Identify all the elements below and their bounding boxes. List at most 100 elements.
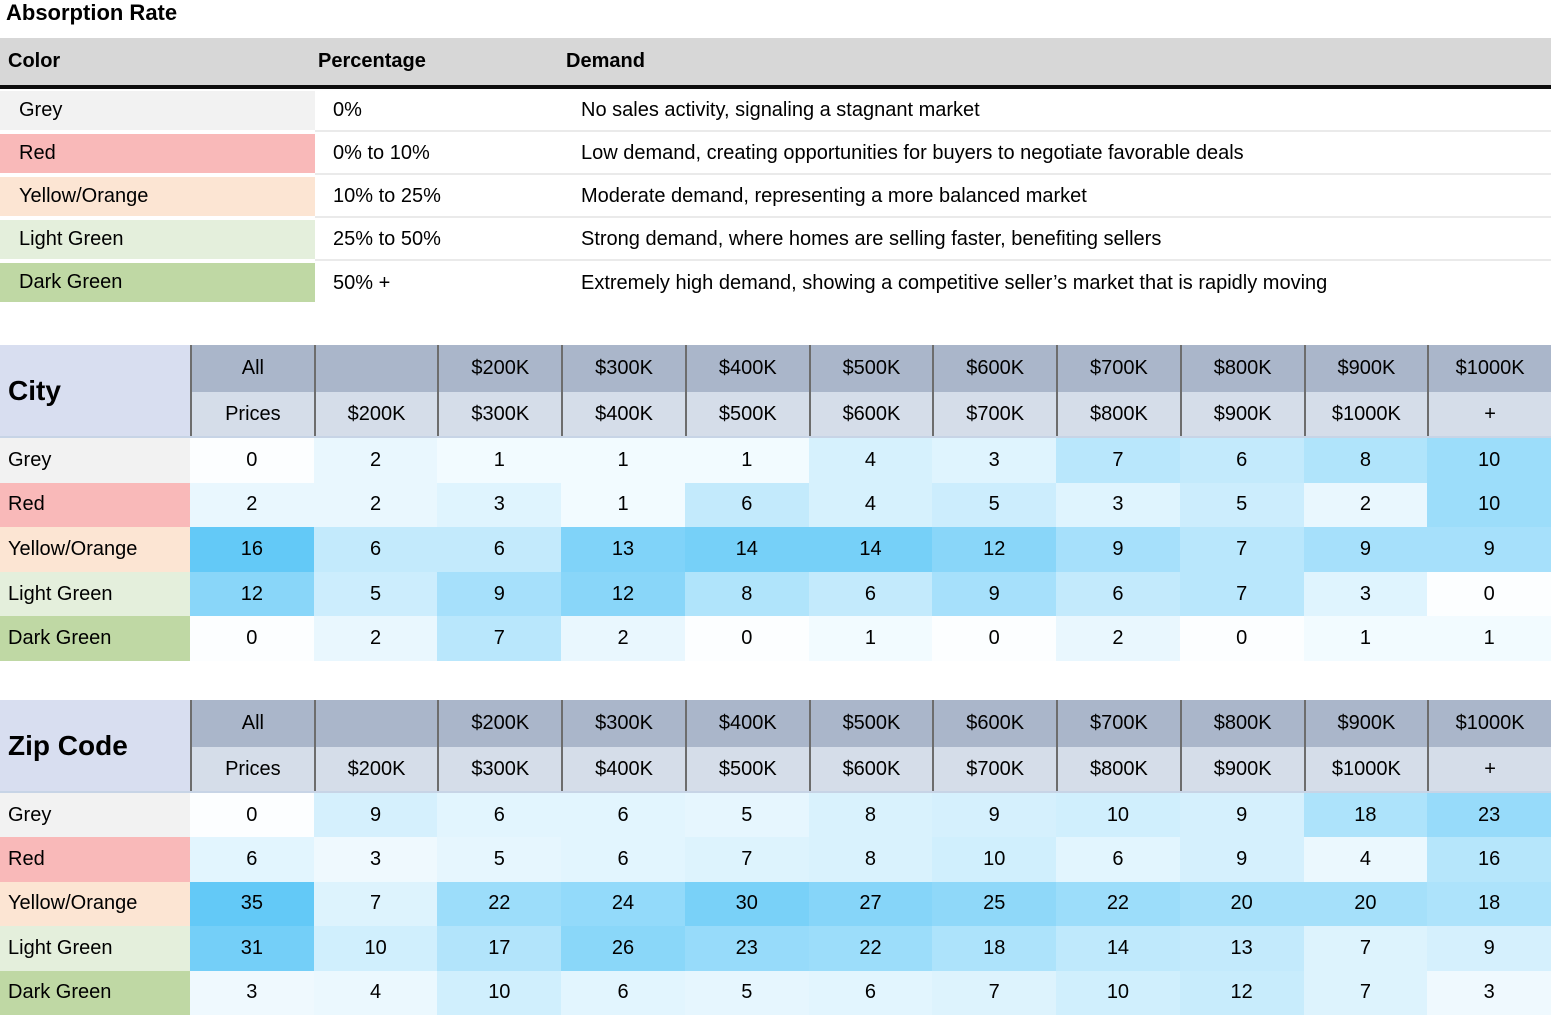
- heat-cell: 9: [313, 793, 438, 838]
- heat-row: Yellow/Orange 35 7 22 24 30 27 25 22 20 20 18: [0, 881, 1551, 927]
- heat-row: Light Green 31 10 17 26 23 22 18 14 13 7 9: [0, 926, 1551, 971]
- heat-cell: 1: [1427, 616, 1551, 661]
- heat-cell: 27: [808, 881, 933, 927]
- legend-color-swatch: Grey: [0, 91, 315, 130]
- heat-cell: 12: [190, 571, 314, 617]
- price-column-header-top: $500K: [808, 700, 933, 747]
- price-column-header-bottom: $1000K: [1303, 747, 1428, 791]
- row-label: Yellow/Orange: [0, 881, 190, 927]
- heat-cell: 3: [932, 438, 1057, 483]
- heat-cell: 12: [932, 527, 1057, 572]
- heat-cell: 0: [684, 616, 809, 661]
- heat-cell: 13: [561, 527, 685, 572]
- heat-cell: 13: [1179, 926, 1304, 971]
- table-label: Zip Code: [0, 700, 190, 791]
- heat-cell: 4: [1303, 837, 1428, 882]
- heat-cell: 5: [684, 793, 809, 838]
- heat-cell: 9: [932, 793, 1057, 838]
- price-column-header-top: All: [190, 345, 314, 392]
- heat-cell: 9: [1427, 926, 1551, 971]
- heat-row: Grey 0 2 1 1 1 4 3 7 6 8 10: [0, 438, 1551, 483]
- heat-cell: 1: [437, 438, 562, 483]
- legend-percentage: 50% +: [333, 272, 391, 294]
- page-title: Absorption Rate: [6, 0, 178, 25]
- city-table: City All Prices $200K $200K $300K $300K $400K $4…: [0, 345, 1551, 661]
- heat-cell: 7: [313, 881, 438, 927]
- heat-cell: 6: [1056, 571, 1180, 617]
- price-column-header-top: $900K: [1303, 700, 1428, 747]
- heat-row: Red 6 3 5 6 7 8 10 6 9 4 16: [0, 837, 1551, 882]
- price-column-header-bottom: Prices: [190, 747, 314, 791]
- heat-cell: 22: [437, 881, 562, 927]
- heat-cell: 18: [1427, 881, 1551, 927]
- row-label: Grey: [0, 793, 190, 838]
- heat-cell: 0: [190, 616, 314, 661]
- row-label: Red: [0, 837, 190, 882]
- heat-cell: 9: [1303, 527, 1428, 572]
- heat-cell: 9: [932, 571, 1057, 617]
- legend-demand: Strong demand, where homes are selling f…: [565, 220, 1551, 261]
- heat-cell: 10: [1427, 482, 1551, 528]
- heat-cell: 31: [190, 926, 314, 971]
- heat-cell: 10: [1056, 970, 1180, 1015]
- price-column-header-top: [313, 345, 438, 392]
- heat-cell: 1: [1303, 616, 1428, 661]
- heat-cell: 0: [190, 438, 314, 483]
- row-label: Dark Green: [0, 970, 190, 1015]
- heat-cell: 18: [932, 926, 1057, 971]
- price-column-header-top: All: [190, 700, 314, 747]
- heat-cell: 9: [1179, 837, 1304, 882]
- heat-cell: 23: [1427, 793, 1551, 838]
- price-column-header-top: $600K: [932, 345, 1057, 392]
- row-label: Yellow/Orange: [0, 527, 190, 572]
- price-column-header-bottom: $200K: [313, 747, 438, 791]
- heat-cell: 3: [1427, 970, 1551, 1015]
- heat-cell: 16: [1427, 837, 1551, 882]
- heat-cell: 6: [1056, 837, 1180, 882]
- heat-cell: 3: [313, 837, 438, 882]
- zip-header: Zip Code All Prices $200K $200K $300K $300K $40…: [0, 700, 1551, 793]
- legend-demand: Extremely high demand, showing a competi…: [581, 272, 1328, 294]
- legend-percentage: 0%: [315, 91, 565, 132]
- heat-cell: 22: [1056, 881, 1180, 927]
- heat-cell: 4: [808, 482, 933, 528]
- legend-col-color: Color: [8, 50, 61, 72]
- legend-demand: Low demand, creating opportunities for b…: [565, 134, 1551, 175]
- price-column-header-bottom: $300K: [437, 392, 562, 436]
- heat-cell: 6: [437, 527, 562, 572]
- heat-cell: 8: [808, 793, 933, 838]
- price-column-header-bottom: $500K: [684, 747, 809, 791]
- zip-code-table: Zip Code All Prices $200K $200K $300K $300K $40…: [0, 700, 1551, 1015]
- row-label: Light Green: [0, 571, 190, 617]
- heat-cell: 2: [313, 616, 438, 661]
- heat-cell: 6: [561, 970, 685, 1015]
- heat-cell: 20: [1179, 881, 1304, 927]
- heat-cell: 24: [561, 881, 685, 927]
- legend-demand: Moderate demand, representing a more bal…: [565, 177, 1551, 218]
- heat-cell: 2: [190, 482, 314, 528]
- heat-cell: 2: [313, 438, 438, 483]
- heat-cell: 8: [808, 837, 933, 882]
- heat-cell: 14: [1056, 926, 1180, 971]
- heat-cell: 0: [932, 616, 1057, 661]
- heat-cell: 5: [437, 837, 562, 882]
- heat-row: Dark Green 3 4 10 6 5 6 7 10 12 7 3: [0, 970, 1551, 1015]
- heat-cell: 6: [437, 793, 562, 838]
- heat-cell: 0: [190, 793, 314, 838]
- price-column-header-bottom: $200K: [313, 392, 438, 436]
- heat-cell: 8: [1303, 438, 1428, 483]
- heat-row: Yellow/Orange 16 6 6 13 14 14 12 9 7 9 9: [0, 527, 1551, 572]
- heat-cell: 9: [1179, 793, 1304, 838]
- heat-cell: 5: [1179, 482, 1304, 528]
- heat-cell: 30: [684, 881, 809, 927]
- heat-cell: 23: [684, 926, 809, 971]
- heat-cell: 17: [437, 926, 562, 971]
- legend-col-percentage: Percentage: [318, 50, 426, 72]
- heat-row: Grey 0 9 6 6 5 8 9 10 9 18 23: [0, 793, 1551, 838]
- heat-cell: 12: [1179, 970, 1304, 1015]
- heat-cell: 7: [1179, 527, 1304, 572]
- heat-cell: 2: [313, 482, 438, 528]
- price-column-header-bottom: $900K: [1179, 747, 1304, 791]
- heat-cell: 6: [561, 793, 685, 838]
- heat-row: Dark Green 0 2 7 2 0 1 0 2 0 1 1: [0, 616, 1551, 661]
